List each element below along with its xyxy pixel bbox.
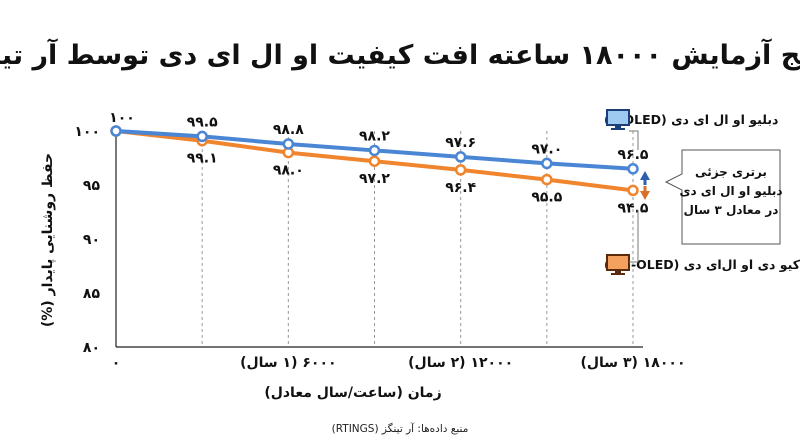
annotation-box: برتری جزئی دبلیو او ال ای دی در معادل ۳ … [664, 149, 783, 245]
x-tick-label: ۱۸۰۰۰ (۳ سال) [580, 355, 685, 371]
y-tick-label: ۹۵ [83, 178, 101, 194]
annotation-line-2: دبلیو او ال ای دی [679, 184, 782, 199]
data-label-qdoled: ۹۹.۱ [187, 151, 218, 167]
data-point [368, 155, 381, 167]
data-point [196, 130, 208, 143]
data-label-qdoled: ۹۷.۲ [359, 171, 390, 187]
data-label-qdoled: ۹۵.۵ [531, 190, 562, 206]
legend-qdoled: کیو دی او ال‌ای دی (QD-OLED) [604, 210, 800, 275]
y-tick-label: ۸۵ [83, 286, 101, 302]
monitor-icon [606, 109, 630, 130]
data-point [282, 138, 295, 150]
x-axis-label: زمان (ساعت/سال معادل) [264, 385, 441, 401]
data-label-qdoled: ۹۸.۰ [273, 163, 304, 179]
x-tick-label: ۶۰۰۰ (۱ سال) [240, 355, 336, 371]
data-label-woled: ۹۸.۸ [273, 122, 304, 138]
data-label-woled: ۹۷.۶ [445, 135, 476, 151]
data-labels: ۱۰۰ ۹۹.۵ ۹۹.۱ ۹۸.۸ ۹۸.۰ ۹۸.۲ ۹۷.۲ ۹۷.۶ ۹۶.۴ ۹۷.۰ ۹… [109, 110, 649, 216]
annotation-line-3: در معادل ۳ سال [684, 203, 779, 217]
y-tick-labels: ۸۰ ۸۵ ۹۰ ۹۵ ۱۰۰ [74, 124, 100, 356]
series-layer [110, 125, 639, 197]
data-label-woled: ۱۰۰ [109, 110, 135, 126]
data-label-woled: ۹۶.۵ [618, 147, 649, 163]
legend-qdoled-label: کیو دی او ال‌ای دی (QD-OLED) [604, 257, 800, 272]
data-point [627, 184, 639, 197]
data-label-woled: ۹۸.۲ [359, 128, 390, 144]
legend-woled-label: دبلیو او ال ای دی (WOLED) [604, 112, 778, 127]
data-point [454, 164, 467, 176]
x-tick-labels: ۰ ۶۰۰۰ (۱ سال) ۱۲۰۰۰ (۲ سال) ۱۸۰۰۰ (۳ سال) [112, 355, 686, 371]
axes [115, 127, 643, 348]
y-tick-label: ۱۰۰ [74, 124, 100, 140]
y-tick-label: ۸۰ [83, 340, 100, 356]
data-point [110, 125, 122, 137]
data-point [368, 144, 381, 157]
y-axis-label: حفظ روشنایی پایدار (%) [40, 153, 56, 327]
data-point [454, 151, 467, 163]
data-point [627, 163, 639, 175]
data-label-qdoled: ۹۶.۴ [445, 180, 476, 196]
monitor-icon [606, 254, 630, 275]
source-note: منبع داده‌ها: آر تینگز (RTINGS) [332, 422, 469, 435]
x-tick-label: ۰ [112, 355, 121, 371]
x-tick-label: ۱۲۰۰۰ (۲ سال) [408, 355, 513, 371]
legend-woled: دبلیو او ال ای دی (WOLED) [604, 109, 778, 150]
data-point [541, 157, 553, 170]
data-label-woled: ۹۷.۰ [531, 141, 562, 157]
y-tick-label: ۹۰ [83, 232, 100, 248]
data-point [541, 173, 553, 186]
annotation-line-1: برتری جزئی [695, 165, 767, 179]
data-label-qdoled: ۹۴.۵ [618, 200, 649, 216]
chart-title: نتایج آزمایش ۱۸۰۰۰ ساعته افت کیفیت او ال… [0, 38, 800, 71]
data-label-woled: ۹۹.۵ [187, 114, 218, 130]
difference-arrow [640, 171, 650, 200]
